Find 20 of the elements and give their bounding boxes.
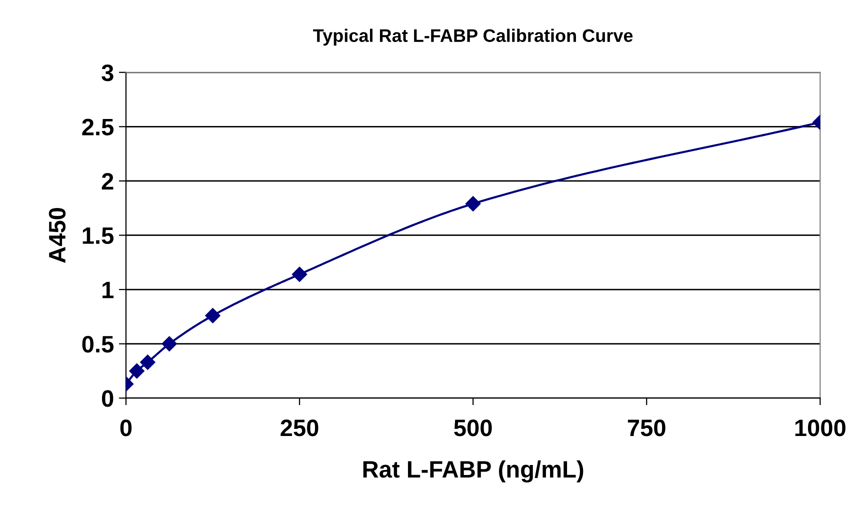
y-tick-label: 2.5	[82, 118, 114, 136]
y-tick-label: 0.5	[82, 336, 114, 353]
x-tick-label: 1000	[795, 420, 846, 436]
point	[140, 354, 156, 370]
x-tick-label: 500	[454, 420, 492, 436]
point	[205, 308, 220, 324]
x-tick-label: 250	[280, 420, 318, 436]
point	[292, 266, 308, 282]
y-tick-label: 1.5	[82, 228, 114, 244]
x-tick-label: 750	[628, 420, 666, 436]
y-tick-label: 3	[102, 64, 114, 82]
x-axis-title: Rat L-FABP (ng/mL)	[363, 460, 584, 482]
y-tick-label: 1	[102, 282, 114, 298]
chart-title: Typical Rat L-FABP Calibration Curve	[313, 28, 633, 46]
point	[129, 363, 144, 379]
x-tick-label: 0	[120, 420, 132, 436]
y-tick-label: 0	[102, 390, 114, 407]
point	[162, 336, 177, 352]
y-tick-label: 2	[102, 173, 114, 190]
y-axis-title: A450	[48, 208, 66, 263]
